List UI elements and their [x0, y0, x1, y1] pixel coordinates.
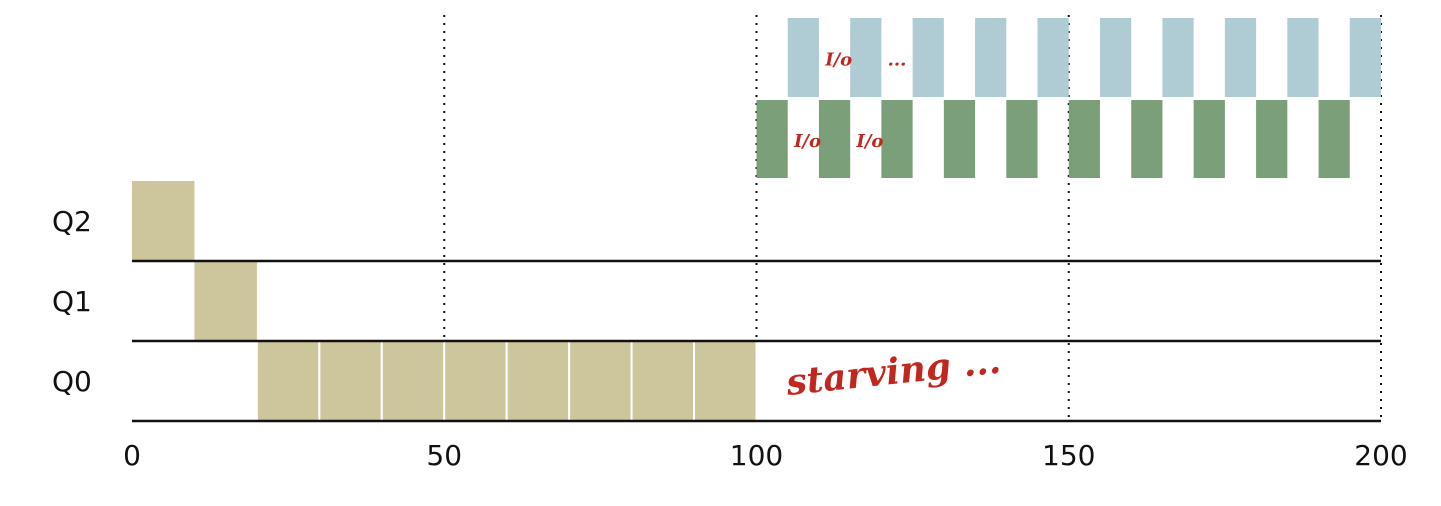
bar-segment [1162, 18, 1194, 97]
bar-segment [943, 100, 976, 178]
queue-label: Q2 [52, 205, 92, 238]
io-annotation: I/o [855, 131, 883, 152]
bar-segment [787, 18, 819, 97]
bar-segment [1193, 100, 1225, 178]
bar-segment [1224, 18, 1257, 97]
bar-segment [881, 100, 913, 178]
bar-segment [1131, 100, 1163, 178]
bar-segment [1068, 100, 1100, 178]
bar-segment [912, 18, 944, 97]
queue-label: Q1 [52, 285, 92, 318]
bar-segment [818, 100, 851, 178]
queue-label: Q0 [52, 365, 92, 398]
starving-annotation: starving ... [783, 340, 1002, 404]
x-tick-label: 50 [426, 439, 462, 472]
bar-segment [568, 340, 633, 422]
bar-segment [630, 340, 696, 422]
bar-segment [756, 100, 788, 178]
bar-segment [850, 18, 882, 97]
io-annotation: I/o [824, 50, 852, 71]
bar-segment [443, 340, 508, 422]
bar-segment [505, 340, 571, 422]
x-tick-label: 200 [1354, 439, 1407, 472]
x-tick-label: 150 [1042, 439, 1095, 472]
bar-segment [693, 340, 758, 422]
bar-segment [1287, 18, 1319, 97]
bar-segment [194, 261, 257, 341]
bar-segment [132, 181, 195, 261]
bar-segment [380, 340, 446, 422]
bar-segment [975, 18, 1007, 97]
bar-segment [1037, 18, 1069, 97]
bar-segment [255, 340, 321, 422]
x-tick-label: 0 [123, 439, 141, 472]
io-annotation: I/o [793, 131, 821, 152]
bar-segment [1318, 100, 1350, 178]
bar-segment [1099, 18, 1132, 97]
bar-segment [1006, 100, 1038, 178]
x-tick-label: 100 [730, 439, 783, 472]
io-annotation: ... [888, 50, 907, 71]
bar-segment [1349, 18, 1381, 97]
bar-segment [318, 340, 383, 422]
bar-segment [1256, 100, 1288, 178]
